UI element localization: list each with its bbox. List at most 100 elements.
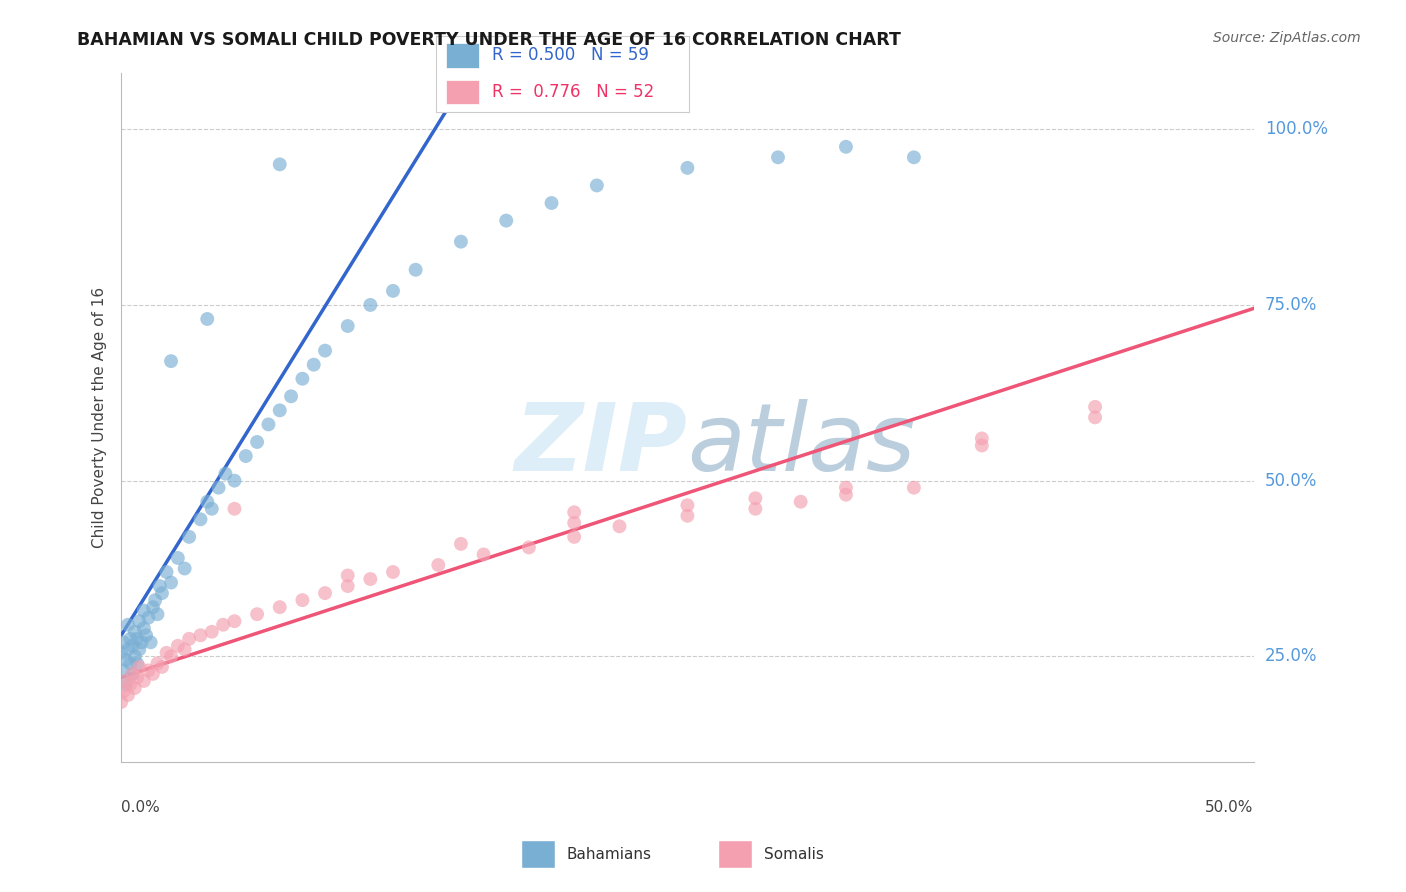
- Point: [970, 438, 993, 452]
- Point: [382, 284, 405, 298]
- Point: [359, 298, 381, 312]
- Point: [110, 646, 132, 660]
- Point: [160, 649, 183, 664]
- Point: [160, 354, 183, 368]
- Text: 100.0%: 100.0%: [1265, 120, 1327, 138]
- Point: [676, 498, 699, 512]
- Point: [110, 695, 132, 709]
- Point: [146, 657, 169, 671]
- Point: [207, 481, 229, 495]
- Point: [291, 593, 314, 607]
- Point: [128, 614, 150, 628]
- Point: [201, 501, 224, 516]
- Y-axis label: Child Poverty Under the Age of 16: Child Poverty Under the Age of 16: [93, 287, 107, 548]
- Point: [562, 505, 585, 519]
- Point: [135, 628, 157, 642]
- Point: [125, 670, 148, 684]
- Text: 50.0%: 50.0%: [1205, 799, 1254, 814]
- Text: BAHAMIAN VS SOMALI CHILD POVERTY UNDER THE AGE OF 16 CORRELATION CHART: BAHAMIAN VS SOMALI CHILD POVERTY UNDER T…: [77, 31, 901, 49]
- Point: [120, 632, 142, 646]
- Point: [124, 624, 146, 639]
- Point: [143, 593, 166, 607]
- Point: [246, 434, 269, 449]
- Point: [150, 586, 173, 600]
- Point: [201, 624, 224, 639]
- Point: [450, 537, 472, 551]
- Bar: [446, 44, 479, 68]
- Point: [382, 565, 405, 579]
- Point: [112, 664, 135, 678]
- Point: [302, 358, 325, 372]
- Point: [450, 235, 472, 249]
- Point: [427, 558, 450, 572]
- Point: [138, 664, 160, 678]
- Point: [128, 660, 150, 674]
- Point: [132, 621, 155, 635]
- Point: [120, 657, 142, 671]
- Text: 0.0%: 0.0%: [121, 799, 160, 814]
- Point: [138, 610, 160, 624]
- Point: [336, 579, 359, 593]
- Point: [835, 481, 858, 495]
- Point: [562, 516, 585, 530]
- Bar: [446, 79, 479, 104]
- Point: [1084, 410, 1107, 425]
- Point: [173, 642, 195, 657]
- Point: [173, 561, 195, 575]
- Point: [121, 639, 143, 653]
- Point: [744, 501, 766, 516]
- Point: [585, 178, 607, 193]
- Point: [124, 649, 146, 664]
- Bar: [718, 840, 752, 868]
- Point: [336, 568, 359, 582]
- Point: [903, 481, 925, 495]
- Point: [142, 667, 165, 681]
- Point: [214, 467, 236, 481]
- Point: [125, 632, 148, 646]
- Point: [336, 318, 359, 333]
- Point: [139, 635, 162, 649]
- Point: [1084, 400, 1107, 414]
- Text: Bahamians: Bahamians: [567, 847, 651, 862]
- Point: [150, 660, 173, 674]
- Text: Source: ZipAtlas.com: Source: ZipAtlas.com: [1213, 31, 1361, 45]
- Point: [160, 575, 183, 590]
- Point: [314, 586, 336, 600]
- Point: [540, 196, 562, 211]
- Text: 75.0%: 75.0%: [1265, 296, 1317, 314]
- Point: [676, 161, 699, 175]
- Point: [609, 519, 631, 533]
- Point: [835, 488, 858, 502]
- Point: [179, 632, 201, 646]
- Point: [131, 635, 153, 649]
- Point: [117, 617, 139, 632]
- Point: [190, 628, 212, 642]
- Point: [269, 600, 291, 615]
- Point: [676, 508, 699, 523]
- Point: [124, 681, 146, 695]
- Point: [121, 667, 143, 681]
- Point: [146, 607, 169, 622]
- Point: [190, 512, 212, 526]
- Point: [495, 213, 517, 227]
- Point: [155, 565, 177, 579]
- Point: [121, 667, 143, 681]
- Text: 25.0%: 25.0%: [1265, 648, 1317, 665]
- Point: [166, 639, 188, 653]
- Point: [744, 491, 766, 506]
- Point: [257, 417, 280, 432]
- Point: [125, 657, 148, 671]
- Point: [112, 635, 135, 649]
- Point: [291, 372, 314, 386]
- Text: Somalis: Somalis: [763, 847, 824, 862]
- Point: [132, 604, 155, 618]
- Point: [114, 673, 136, 688]
- Point: [128, 642, 150, 657]
- Text: R =  0.776   N = 52: R = 0.776 N = 52: [492, 83, 654, 101]
- Point: [224, 614, 246, 628]
- Point: [166, 551, 188, 566]
- Point: [472, 548, 495, 562]
- Point: [132, 673, 155, 688]
- Point: [149, 579, 172, 593]
- Point: [766, 150, 789, 164]
